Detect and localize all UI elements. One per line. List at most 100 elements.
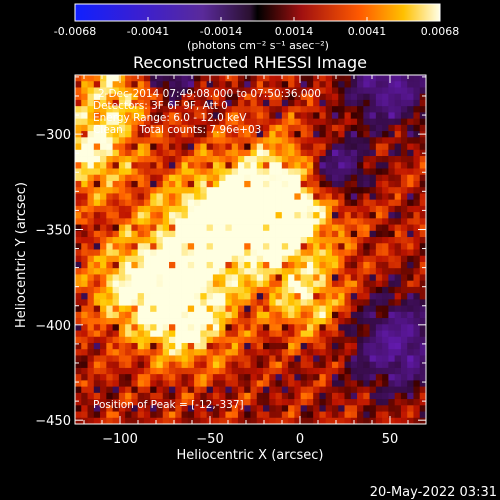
heatmap-cell	[131, 137, 139, 144]
colorbar-ticks	[147, 17, 368, 21]
heatmap-cell	[100, 143, 107, 151]
heatmap-cell	[375, 355, 383, 363]
heatmap-cell	[169, 330, 176, 338]
heatmap-cell	[194, 318, 201, 325]
heatmap-cell	[206, 280, 214, 288]
heatmap-cell	[263, 205, 270, 213]
heatmap-cell	[200, 75, 208, 82]
heatmap-cell	[118, 87, 126, 95]
heatmap-cell	[394, 268, 402, 275]
heatmap-cell	[100, 374, 107, 381]
heatmap-cell	[169, 87, 176, 95]
heatmap-cell	[331, 156, 339, 163]
heatmap-cell	[131, 293, 139, 300]
heatmap-cell	[263, 237, 270, 244]
heatmap-cell	[294, 286, 302, 294]
heatmap-cell	[106, 118, 114, 126]
heatmap-cell	[313, 286, 320, 294]
heatmap-cell	[106, 87, 114, 95]
heatmap-cell	[87, 124, 95, 132]
heatmap-cell	[181, 174, 189, 182]
heatmap-cell	[294, 162, 302, 169]
heatmap-cell	[363, 405, 370, 412]
heatmap-cell	[325, 124, 333, 132]
heatmap-cell	[87, 75, 95, 82]
heatmap-cell	[288, 399, 295, 406]
heatmap-cell	[131, 349, 139, 356]
heatmap-cell	[407, 355, 414, 363]
heatmap-cell	[93, 156, 101, 163]
heatmap-cell	[325, 330, 333, 338]
heatmap-cell	[93, 274, 101, 282]
heatmap-cell	[187, 168, 195, 176]
heatmap-cell	[125, 180, 132, 188]
heatmap-cell	[200, 274, 208, 282]
heatmap-cell	[169, 305, 176, 313]
heatmap-cell	[313, 243, 320, 250]
heatmap-cell	[263, 286, 270, 294]
heatmap-cell	[294, 405, 302, 412]
heatmap-cell	[93, 187, 101, 194]
heatmap-cell	[237, 193, 245, 201]
heatmap-cell	[156, 305, 164, 313]
heatmap-cell	[375, 187, 383, 194]
heatmap-cell	[250, 330, 258, 338]
heatmap-cell	[357, 280, 364, 288]
heatmap-cell	[106, 293, 114, 300]
heatmap-cell	[143, 199, 151, 207]
heatmap-cell	[413, 417, 421, 424]
heatmap-cell	[150, 374, 157, 381]
heatmap-cell	[350, 131, 358, 138]
heatmap-cell	[269, 318, 276, 325]
heatmap-cell	[313, 399, 320, 406]
heatmap-cell	[263, 143, 270, 151]
heatmap-cell	[375, 342, 383, 350]
heatmap-cell	[382, 342, 389, 350]
heatmap-cell	[143, 299, 151, 306]
heatmap-cell	[382, 261, 389, 269]
heatmap-cell	[125, 274, 132, 282]
heatmap-cell	[231, 149, 239, 157]
heatmap-cell	[112, 149, 120, 157]
heatmap-cell	[350, 399, 358, 406]
heatmap-cell	[256, 75, 264, 82]
heatmap-cell	[187, 118, 195, 126]
heatmap-cell	[237, 99, 245, 107]
heatmap-cell	[181, 386, 189, 394]
heatmap-cell	[100, 243, 107, 250]
heatmap-cell	[275, 106, 283, 113]
heatmap-cell	[338, 268, 345, 275]
heatmap-cell	[237, 411, 245, 419]
heatmap-cell	[75, 324, 82, 331]
heatmap-cell	[87, 237, 95, 244]
heatmap-cell	[81, 243, 88, 250]
heatmap-cell	[137, 174, 145, 182]
heatmap-cell	[388, 124, 396, 132]
heatmap-cell	[413, 118, 421, 126]
heatmap-cell	[375, 274, 383, 282]
heatmap-cell	[112, 286, 120, 294]
heatmap-cell	[112, 243, 120, 250]
heatmap-cell	[212, 336, 220, 344]
heatmap-cell	[200, 212, 208, 219]
heatmap-cell	[156, 162, 164, 169]
heatmap-cell	[363, 243, 370, 250]
heatmap-cell	[200, 199, 208, 207]
heatmap-cell	[237, 286, 245, 294]
heatmap-cell	[237, 324, 245, 331]
heatmap-cell	[250, 168, 258, 176]
heatmap-cell	[219, 243, 226, 250]
heatmap-cell	[288, 305, 295, 313]
heatmap-cell	[125, 199, 132, 207]
heatmap-cell	[369, 286, 377, 294]
heatmap-cell	[413, 342, 421, 350]
heatmap-cell	[275, 299, 283, 306]
heatmap-cell	[313, 380, 320, 388]
heatmap-cell	[206, 268, 214, 275]
heatmap-cell	[81, 255, 88, 263]
heatmap-cell	[369, 156, 377, 163]
heatmap-cell	[231, 274, 239, 282]
heatmap-cell	[75, 187, 82, 194]
heatmap-cell	[75, 230, 82, 238]
heatmap-cell	[194, 311, 201, 319]
